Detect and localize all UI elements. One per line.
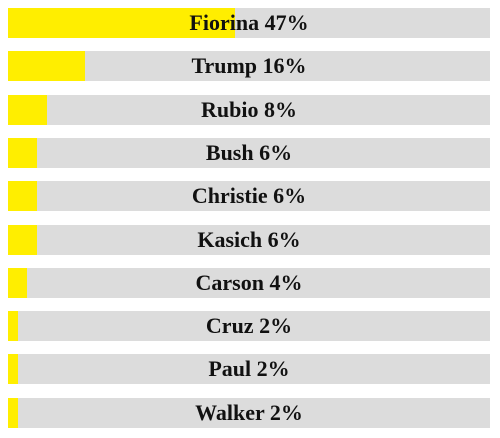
bar-label-fiorina: Fiorina 47% — [189, 10, 309, 35]
bar-row-kasich: Kasich 6% — [8, 224, 490, 255]
bar-track — [8, 224, 490, 255]
bar-row-trump: Trump 16% — [8, 51, 490, 82]
bar-fill-paul — [8, 354, 18, 385]
bar-row-christie: Christie 6% — [8, 181, 490, 212]
bar-label-carson: Carson 4% — [195, 269, 303, 295]
bar-fill-walker — [8, 397, 18, 428]
bar-track — [8, 137, 490, 168]
bar-label-rubio: Rubio 8% — [201, 96, 297, 122]
bar-track — [8, 51, 490, 82]
bar-label-trump: Trump 16% — [191, 53, 307, 79]
bar-row-rubio: Rubio 8% — [8, 94, 490, 125]
bar-row-cruz: Cruz 2% — [8, 311, 490, 342]
bar-row-bush: Bush 6% — [8, 137, 490, 168]
bar-fill-cruz — [8, 311, 18, 342]
bar-label-cruz: Cruz 2% — [205, 313, 293, 339]
bar-track — [8, 94, 490, 125]
bar-fill-rubio — [8, 94, 47, 125]
bar-track — [8, 311, 490, 342]
bar-fill-christie — [8, 181, 37, 212]
bar-row-walker: Walker 2% — [8, 397, 490, 428]
bar-fill-carson — [8, 267, 28, 298]
bar-label-christie: Christie 6% — [191, 183, 307, 209]
bar-track — [8, 397, 490, 428]
bar-track — [8, 181, 490, 212]
bar-fill-trump — [8, 51, 86, 82]
bar-track — [8, 354, 490, 385]
bar-fill-kasich — [8, 224, 37, 255]
bar-label-kasich: Kasich 6% — [197, 226, 301, 252]
bar-row-paul: Paul 2% — [8, 354, 490, 385]
bar-row-carson: Carson 4% — [8, 267, 490, 298]
bar-fill-fiorina — [8, 8, 235, 38]
bar-row-fiorina: Fiorina 47% — [8, 8, 490, 38]
bar-label-walker: Walker 2% — [195, 399, 303, 425]
bar-label-bush: Bush 6% — [205, 139, 293, 165]
bar-fill-bush — [8, 137, 37, 168]
bar-label-paul: Paul 2% — [208, 356, 290, 382]
bar-track — [8, 267, 490, 298]
